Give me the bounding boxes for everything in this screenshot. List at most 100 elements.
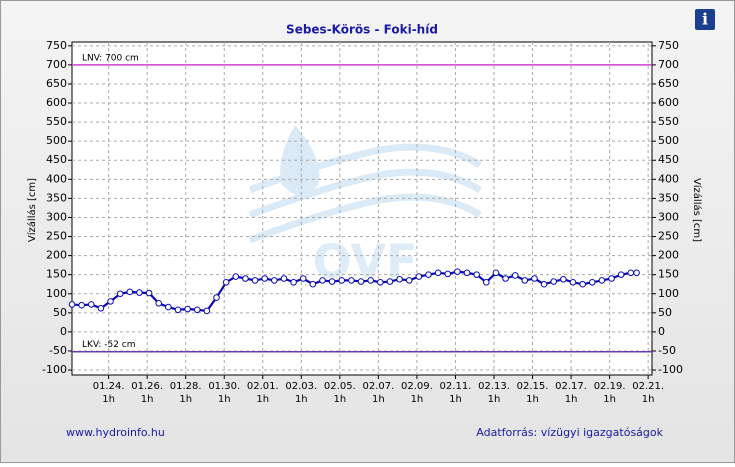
- x-tick-sublabel: 1h: [603, 394, 616, 405]
- data-point: [251, 277, 259, 284]
- info-icon-bg[interactable]: [695, 9, 715, 30]
- y2-tick-label: 650: [658, 77, 679, 90]
- x-tick-sublabel: 1h: [218, 394, 231, 405]
- data-point: [107, 298, 114, 305]
- data-point: [396, 275, 403, 283]
- x-tick-label: 01.24.: [93, 381, 125, 392]
- x-tick-sublabel: 1h: [141, 394, 154, 405]
- data-point: [116, 290, 124, 298]
- x-tick-label: 01.28.: [170, 381, 202, 392]
- data-point: [271, 277, 278, 284]
- chart-title: Sebes-Körös - Foki-híd: [286, 23, 438, 37]
- y-tick-label: 650: [46, 77, 67, 90]
- x-tick-label: 02.07.: [362, 381, 394, 392]
- y-axis-label: Vízállás [cm]: [26, 178, 38, 242]
- data-point: [502, 275, 509, 282]
- x-tick-sublabel: 1h: [256, 394, 269, 405]
- x-tick-label: 02.11.: [440, 381, 472, 392]
- data-point: [588, 279, 596, 286]
- data-point: [492, 269, 500, 277]
- y2-tick-label: 700: [658, 58, 679, 71]
- footer-right: Adatforrás: vízügyi igazgatóságok: [476, 426, 663, 439]
- x-tick-sublabel: 1h: [565, 394, 578, 405]
- y-tick-label: 700: [46, 58, 67, 71]
- x-tick-label: 02.03.: [285, 381, 317, 392]
- y-tick-label: 600: [46, 96, 67, 109]
- data-point: [482, 279, 490, 286]
- data-point: [222, 279, 230, 286]
- y2-tick-label: -50: [658, 344, 676, 357]
- data-point: [136, 289, 143, 296]
- data-point: [261, 275, 268, 282]
- info-button[interactable]: i: [695, 9, 715, 30]
- x-tick-label: 02.19.: [594, 381, 626, 392]
- data-point: [521, 277, 529, 284]
- y2-tick-label: 600: [658, 96, 679, 109]
- data-point: [434, 269, 442, 277]
- data-point: [540, 280, 548, 288]
- data-point: [338, 277, 346, 284]
- y-tick-label: 0: [60, 325, 67, 338]
- y-tick-label: 400: [46, 172, 67, 185]
- data-point: [203, 307, 211, 315]
- data-point: [145, 289, 153, 297]
- x-tick-label: 02.05.: [324, 381, 356, 392]
- x-tick-sublabel: 1h: [333, 394, 346, 405]
- data-point: [425, 271, 432, 278]
- data-point: [473, 271, 480, 278]
- data-point: [579, 280, 586, 288]
- x-tick-sublabel: 1h: [179, 394, 192, 405]
- data-point: [299, 275, 307, 282]
- y2-axis-label: Vízállás [cm]: [691, 178, 703, 242]
- x-tick-label: 02.01.: [247, 381, 279, 392]
- x-tick-sublabel: 1h: [526, 394, 539, 405]
- y2-tick-label: 150: [658, 268, 679, 281]
- data-point: [68, 301, 76, 308]
- y2-tick-label: 500: [658, 134, 679, 147]
- data-point: [463, 269, 471, 277]
- y2-tick-label: 300: [658, 210, 679, 223]
- plot-area: [71, 41, 653, 376]
- data-point: [377, 279, 384, 286]
- y2-tick-label: 350: [658, 191, 679, 204]
- y2-tick-label: 400: [658, 172, 679, 185]
- x-tick-sublabel: 1h: [642, 394, 655, 405]
- data-point: [598, 277, 606, 284]
- x-tick-label: 02.17.: [555, 381, 587, 392]
- data-point: [78, 301, 85, 309]
- y-tick-label: 750: [46, 39, 67, 52]
- data-point: [319, 277, 326, 284]
- data-point: [280, 275, 288, 282]
- y-tick-label: 50: [53, 306, 67, 319]
- data-point: [232, 273, 240, 280]
- x-tick-label: 02.13.: [478, 381, 510, 392]
- data-point: [213, 294, 220, 301]
- watermark-logo: [248, 125, 482, 244]
- x-tick-sublabel: 1h: [372, 394, 385, 405]
- data-point: [193, 306, 201, 314]
- x-tick-label: 02.21.: [632, 381, 664, 392]
- y-tick-label: 350: [46, 191, 67, 204]
- x-tick-label: 02.09.: [401, 381, 433, 392]
- y2-tick-label: 750: [658, 39, 679, 52]
- x-tick-label: 01.26.: [131, 381, 163, 392]
- data-point: [97, 304, 105, 312]
- data-point: [348, 277, 355, 284]
- x-tick-sublabel: 1h: [488, 394, 501, 405]
- y-tick-label: -100: [42, 363, 67, 376]
- data-point: [633, 269, 640, 277]
- y2-tick-label: 200: [658, 249, 679, 262]
- data-point: [454, 268, 461, 275]
- y2-tick-label: 550: [658, 115, 679, 128]
- data-point: [242, 275, 249, 282]
- data-point: [165, 303, 172, 311]
- data-point: [415, 273, 423, 280]
- data-point: [627, 269, 635, 277]
- footer-left: www.hydroinfo.hu: [66, 426, 165, 439]
- data-point: [126, 288, 134, 296]
- y2-tick-label: 0: [658, 325, 665, 338]
- y-tick-label: 150: [46, 268, 67, 281]
- data-point: [511, 272, 519, 279]
- info-icon[interactable]: i: [702, 10, 708, 29]
- y-tick-label: 100: [46, 287, 67, 300]
